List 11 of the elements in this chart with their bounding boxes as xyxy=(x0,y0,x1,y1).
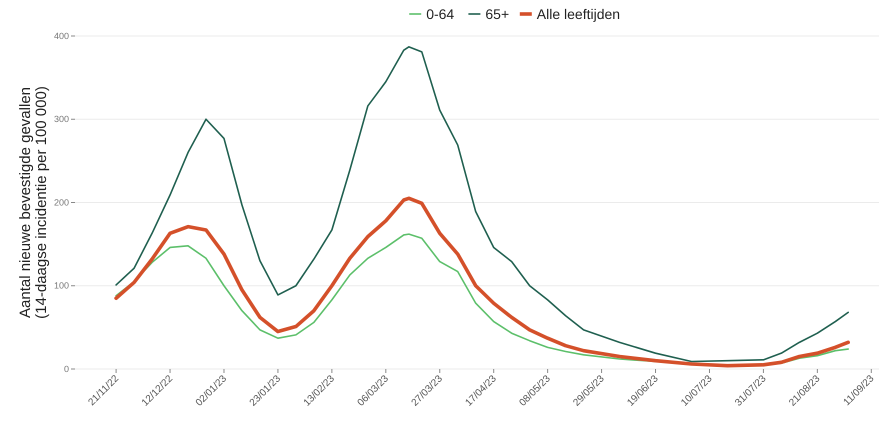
y-axis-title: Aantal nieuwe bevestigde gevallen (14-daagse incidentie per 100 000) xyxy=(17,86,50,319)
y-tick-label: 100 xyxy=(54,280,69,291)
line-series xyxy=(114,196,850,368)
legend-label: 0-64 xyxy=(426,6,454,22)
y-tick-label: 300 xyxy=(54,114,69,124)
legend-label: Alle leeftijden xyxy=(536,6,620,22)
y-tick-label: 0 xyxy=(64,364,69,374)
line-series xyxy=(115,46,849,362)
legend-label: 65+ xyxy=(485,6,510,22)
y-tick-label: 400 xyxy=(54,30,69,41)
y-tick-label: 200 xyxy=(54,197,69,208)
